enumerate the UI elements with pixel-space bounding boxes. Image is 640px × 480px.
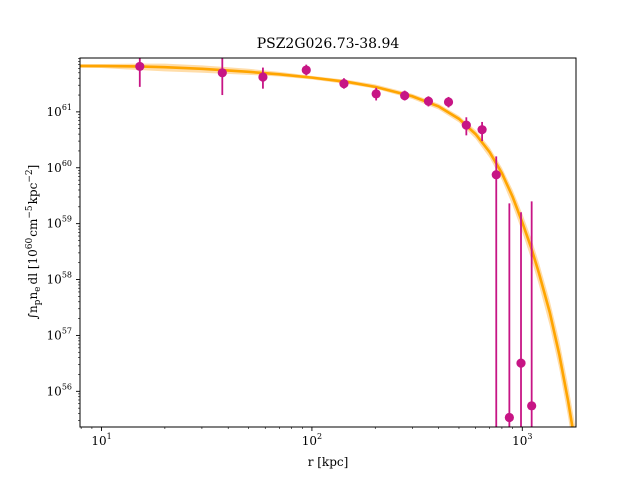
data-point <box>135 61 145 72</box>
data-point-group <box>135 61 537 423</box>
data-point <box>217 68 227 78</box>
y-tick-base: 10 <box>47 161 62 175</box>
y-tick-base: 10 <box>47 328 62 342</box>
x-tick-label: 103 <box>512 432 532 448</box>
y-axis-label: ∫npnedl [1060cm−5kpc−2] <box>25 165 43 320</box>
y-tick-exponent: 57 <box>62 326 72 335</box>
data-point <box>301 65 311 75</box>
data-point <box>527 401 537 411</box>
y-tick-exponent: 56 <box>62 382 72 391</box>
y-label-kpc: kpc <box>26 182 40 204</box>
data-point <box>443 97 454 107</box>
y-label-sub-e: e <box>33 286 43 291</box>
y-tick-label: 1058 <box>47 271 72 287</box>
data-point <box>504 412 514 423</box>
y-label-sup-60: 60 <box>25 237 35 249</box>
y-tick-label: 1056 <box>47 382 72 398</box>
y-label-n2: n <box>26 292 40 300</box>
data-point <box>423 96 434 106</box>
data-point <box>371 89 381 99</box>
x-tick-exponent: 1 <box>107 432 112 441</box>
x-axis-ticks: 101 102 103 <box>80 427 532 448</box>
y-tick-exponent: 61 <box>62 103 72 112</box>
plot-area <box>80 58 576 427</box>
y-tick-base: 10 <box>47 217 62 231</box>
data-point <box>516 358 526 368</box>
x-tick-label: 101 <box>91 432 111 448</box>
x-tick-exponent: 3 <box>527 432 532 441</box>
y-tick-label: 1059 <box>47 215 72 231</box>
y-label-cm: cm <box>26 218 40 237</box>
data-point <box>400 91 410 101</box>
plot-frame <box>79 57 577 428</box>
y-tick-exponent: 59 <box>62 215 72 224</box>
data-point <box>477 125 487 135</box>
data-point <box>491 170 501 180</box>
x-tick-exponent: 2 <box>317 432 322 441</box>
x-axis-label: r [kpc] <box>308 455 349 469</box>
data-point <box>258 72 268 82</box>
x-tick-label: 102 <box>302 432 322 448</box>
y-label-dl: dl [10 <box>26 249 40 284</box>
y-label-sub-p: p <box>33 299 43 305</box>
y-tick-base: 10 <box>47 384 62 398</box>
y-tick-base: 10 <box>47 273 62 287</box>
y-tick-label: 1061 <box>47 103 72 119</box>
model-curve-line <box>80 64 574 427</box>
data-point <box>461 120 471 130</box>
x-tick-base: 10 <box>302 434 317 448</box>
chart-title: PSZ2G026.73-38.94 <box>257 36 400 52</box>
y-label-sup-2: −2 <box>25 169 35 182</box>
y-tick-label: 1060 <box>47 159 72 175</box>
x-tick-base: 10 <box>91 434 106 448</box>
y-label-n1: n <box>26 305 40 313</box>
y-tick-exponent: 58 <box>62 271 72 280</box>
y-label-integral: ∫ <box>26 312 40 319</box>
y-tick-exponent: 60 <box>62 159 72 168</box>
x-tick-base: 10 <box>512 434 527 448</box>
y-tick-base: 10 <box>47 105 62 119</box>
y-label-sup-5: −5 <box>25 205 35 219</box>
data-point <box>339 79 349 89</box>
y-tick-label: 1057 <box>47 326 72 342</box>
y-label-close: ] <box>26 165 40 170</box>
